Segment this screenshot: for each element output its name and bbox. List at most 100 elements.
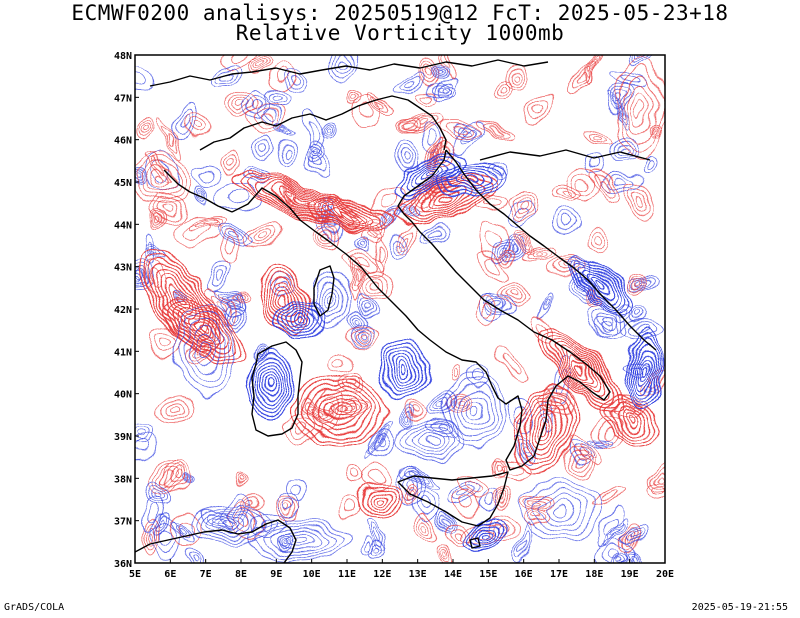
positive-vorticity-contour: [163, 465, 187, 488]
negative-vorticity-contour: [248, 356, 292, 414]
positive-vorticity-contour: [584, 55, 605, 85]
positive-vorticity-contour: [156, 197, 181, 221]
positive-vorticity-contour: [529, 497, 546, 508]
negative-vorticity-contour: [199, 171, 214, 182]
lat-tick-label: 37N: [114, 517, 132, 528]
french-coast: [163, 169, 233, 213]
positive-vorticity-contour: [537, 327, 623, 413]
lat-tick-label: 46N: [114, 136, 132, 147]
positive-vorticity-contour: [420, 524, 429, 532]
positive-vorticity-contour: [522, 399, 568, 461]
positive-vorticity-contour: [525, 495, 550, 510]
negative-vorticity-contour: [631, 308, 644, 321]
negative-vorticity-contour: [332, 55, 354, 79]
negative-vorticity-contour: [251, 98, 259, 109]
positive-vorticity-contour: [518, 202, 528, 211]
positive-vorticity-contour: [414, 518, 435, 539]
positive-vorticity-contour: [651, 124, 662, 137]
negative-vorticity-contour: [573, 443, 589, 460]
negative-vorticity-contour: [281, 537, 291, 546]
positive-vorticity-contour: [434, 542, 454, 563]
negative-vorticity-contour: [194, 188, 208, 202]
positive-vorticity-contour: [453, 125, 468, 134]
positive-vorticity-contour: [323, 205, 377, 225]
negative-vorticity-contour: [179, 474, 194, 484]
positive-vorticity-contour: [231, 93, 253, 114]
negative-vorticity-contour: [288, 72, 304, 90]
lon-tick-label: 5E: [129, 569, 141, 580]
negative-vorticity-contour: [617, 307, 628, 317]
positive-vorticity-contour: [160, 461, 190, 492]
negative-vorticity-contour: [276, 492, 301, 518]
negative-vorticity-contour: [174, 107, 194, 134]
positive-vorticity-contour: [348, 326, 378, 346]
lon-tick-label: 8E: [235, 569, 247, 580]
positive-vorticity-contour: [304, 198, 396, 232]
positive-vorticity-contour: [236, 473, 250, 486]
negative-vorticity-contour: [251, 345, 268, 361]
negative-vorticity-contour: [212, 516, 248, 534]
negative-vorticity-contour: [425, 83, 458, 98]
positive-vorticity-contour: [529, 248, 548, 259]
negative-vorticity-contour: [365, 302, 372, 309]
positive-vorticity-contour: [352, 273, 357, 285]
positive-vorticity-contour: [571, 361, 589, 379]
negative-vorticity-contour: [504, 238, 522, 259]
negative-vorticity-contour: [595, 280, 605, 290]
positive-vorticity-contour: [627, 84, 653, 136]
negative-vorticity-contour: [292, 314, 308, 326]
negative-vorticity-contour: [401, 412, 411, 423]
positive-vorticity-contour: [154, 213, 166, 228]
negative-vorticity-contour: [430, 421, 454, 435]
negative-vorticity-contour: [638, 356, 652, 384]
positive-vorticity-contour: [635, 101, 645, 119]
positive-vorticity-contour: [499, 465, 505, 473]
positive-vorticity-contour: [625, 182, 655, 222]
negative-vorticity-contour: [258, 370, 282, 400]
positive-vorticity-contour: [149, 171, 171, 189]
negative-vorticity-contour: [266, 380, 274, 390]
negative-vorticity-contour: [470, 404, 480, 416]
negative-vorticity-contour: [454, 484, 474, 501]
malta-coastline: [469, 537, 481, 549]
positive-vorticity-contour: [280, 502, 294, 516]
negative-vorticity-contour: [218, 68, 237, 84]
negative-vorticity-contour: [406, 426, 454, 454]
positive-vorticity-contour: [417, 521, 432, 536]
positive-vorticity-contour: [572, 453, 587, 469]
positive-vorticity-contour: [221, 55, 260, 71]
negative-vorticity-contour: [375, 439, 386, 449]
positive-vorticity-contour: [592, 132, 604, 140]
negative-vorticity-contour: [517, 440, 530, 458]
negative-vorticity-contour: [606, 551, 621, 562]
negative-vorticity-contour: [622, 525, 650, 545]
positive-vorticity-contour: [499, 250, 515, 267]
positive-vorticity-contour: [497, 461, 507, 476]
positive-vorticity-contour: [229, 293, 250, 304]
negative-vorticity-contour: [273, 120, 296, 136]
negative-vorticity-contour: [487, 162, 506, 177]
positive-vorticity-contour: [140, 122, 151, 134]
negative-vorticity-contour: [392, 152, 468, 198]
negative-vorticity-contour: [420, 123, 441, 153]
positive-vorticity-contour: [609, 403, 651, 437]
negative-vorticity-contour: [263, 525, 337, 555]
negative-vorticity-contour: [383, 343, 427, 397]
negative-vorticity-contour: [395, 419, 465, 461]
negative-vorticity-contour: [392, 354, 418, 386]
negative-vorticity-contour: [292, 536, 308, 544]
negative-vorticity-contour: [539, 494, 581, 526]
negative-vorticity-contour: [262, 109, 277, 119]
positive-vorticity-contour: [628, 187, 651, 217]
negative-vorticity-contour: [543, 299, 548, 308]
positive-vorticity-contour: [432, 193, 458, 207]
positive-vorticity-contour: [193, 342, 209, 359]
negative-vorticity-contour: [419, 499, 431, 511]
negative-vorticity-contour: [370, 524, 386, 544]
negative-vorticity-contour: [250, 359, 290, 411]
positive-vorticity-contour: [656, 475, 663, 485]
lat-tick-label: 44N: [114, 220, 132, 231]
negative-vorticity-contour: [316, 282, 344, 318]
negative-vorticity-contour: [278, 531, 322, 549]
negative-vorticity-contour: [143, 494, 164, 532]
